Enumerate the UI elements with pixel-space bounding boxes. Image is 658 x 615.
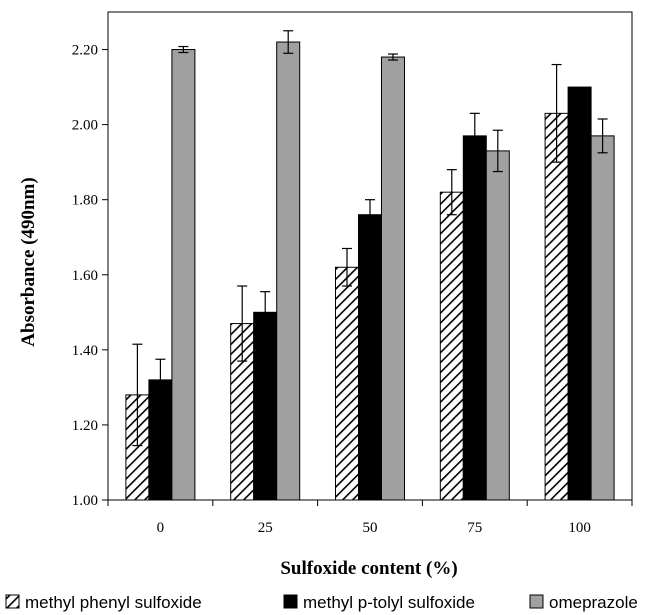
bar <box>590 135 615 501</box>
legend-swatch <box>529 594 544 609</box>
y-tick-label: 1.00 <box>72 493 98 509</box>
legend-label: methyl phenyl sulfoxide <box>25 593 202 612</box>
y-tick-label: 1.40 <box>72 343 98 359</box>
bar <box>276 41 301 501</box>
y-axis-title: Absorbance (490nm) <box>18 177 39 346</box>
y-tick-label: 1.80 <box>72 193 98 209</box>
bar <box>381 56 405 501</box>
y-tick-label: 1.60 <box>72 268 98 284</box>
y-tick-label: 2.20 <box>72 43 98 59</box>
bar <box>462 135 487 501</box>
legend-swatch <box>5 594 20 609</box>
x-tick-label: 50 <box>363 520 378 536</box>
bar <box>171 49 196 501</box>
legend: methyl phenyl sulfoxide methyl p-tolyl su… <box>5 593 638 612</box>
bar <box>439 191 464 501</box>
legend-label: methyl p-tolyl sulfoxide <box>303 593 475 612</box>
x-tick-label: 75 <box>467 520 482 536</box>
bar <box>567 86 592 501</box>
bar <box>544 112 569 501</box>
bar <box>358 214 382 501</box>
y-tick-label: 2.00 <box>72 118 98 134</box>
bar <box>253 311 278 501</box>
x-tick-label: 25 <box>258 520 273 536</box>
bar <box>485 150 510 501</box>
x-axis-title: Sulfoxide content (%) <box>280 558 457 579</box>
y-tick-label: 1.20 <box>72 418 98 434</box>
x-tick-label: 100 <box>568 520 591 536</box>
legend-swatch <box>283 594 298 609</box>
legend-label: omeprazole <box>549 593 638 612</box>
x-tick-label: 0 <box>157 520 165 536</box>
bar <box>335 266 359 501</box>
